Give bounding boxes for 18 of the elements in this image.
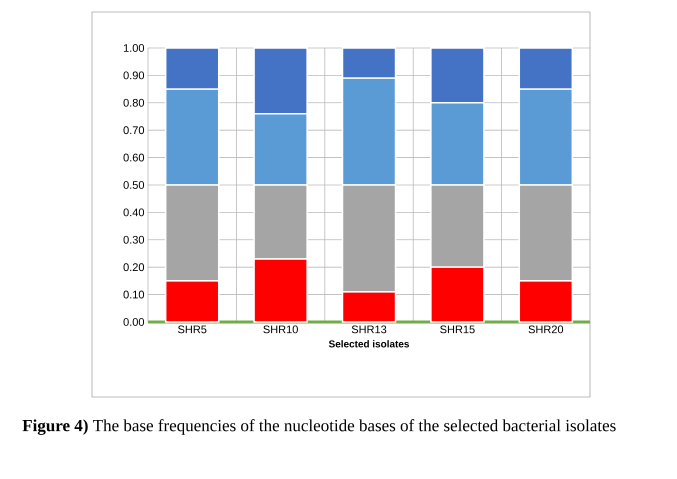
y-tick-label: 0.00 <box>124 318 144 326</box>
y-tick-label: 0.80 <box>124 98 144 107</box>
x-tick-label: SHR10 <box>263 326 298 334</box>
x-axis-title: Selected isolates <box>328 340 410 348</box>
y-tick-label: 0.90 <box>124 71 144 80</box>
x-tick-label: SHR15 <box>440 326 475 334</box>
y-tick-label: 0.60 <box>124 154 144 162</box>
x-tick-label: SHR20 <box>528 326 564 334</box>
y-tick-label: 1.00 <box>124 44 144 52</box>
y-tick-label: 0.10 <box>124 290 144 298</box>
y-tick-label: 0.20 <box>124 263 144 272</box>
x-tick-label: SHR13 <box>352 326 386 334</box>
y-tick-label: 0.70 <box>124 126 144 134</box>
y-tick-label: 0.40 <box>124 208 144 216</box>
y-tick-label: 0.50 <box>124 181 144 189</box>
y-tick-label: 0.30 <box>124 236 144 244</box>
x-tick-label: SHR5 <box>178 326 206 334</box>
text: Figure 4) The base frequencies of the nucleotide bases of the selected bacterial isolates <box>22 419 616 435</box>
